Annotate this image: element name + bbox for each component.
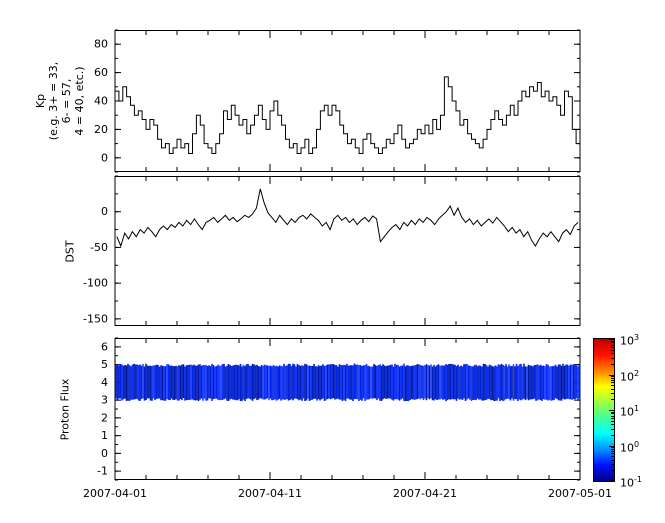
kp-series-line — [115, 76, 580, 154]
colorbar-minor-tick — [611, 393, 614, 395]
colorbar-tick-label: 101 — [620, 404, 640, 419]
y-tick-label: 20 — [94, 123, 108, 136]
colorbar-minor-tick — [611, 415, 614, 417]
y-tick-label: 1 — [101, 429, 108, 442]
colorbar-minor-tick — [611, 459, 614, 461]
colorbar-major-tick — [609, 480, 614, 481]
colorbar-major-tick — [609, 445, 614, 447]
colorbar-minor-tick — [611, 342, 614, 344]
colorbar-minor-tick — [611, 456, 614, 458]
colorbar-minor-tick — [611, 382, 614, 384]
colorbar-minor-tick — [611, 344, 614, 346]
y-tick-label: 6 — [101, 340, 108, 353]
colorbar-minor-tick — [611, 464, 614, 466]
x-axis-ticks — [114, 339, 581, 479]
colorbar-tick-label: 103 — [620, 333, 640, 348]
colorbar-minor-tick — [611, 346, 614, 348]
x-tick-label: 2007-05-01 — [548, 487, 612, 500]
colorbar-tick-label: 102 — [620, 368, 640, 384]
y-tick-label: 0 — [101, 151, 108, 164]
y-tick-label: -100 — [83, 277, 108, 290]
colorbar-tick-label: 100 — [620, 439, 640, 455]
y-tick-label: -150 — [83, 312, 108, 325]
y-tick-label: 4 — [101, 376, 108, 389]
colorbar-minor-tick — [611, 411, 614, 413]
colorbar-minor-tick — [611, 380, 614, 381]
colorbar-minor-tick — [611, 363, 614, 365]
y-axis-ticks: 0 -50 -100 -150 — [83, 175, 580, 325]
y-axis-ticks: -1 0 1 2 3 4 5 6 — [97, 337, 580, 481]
y-axis-ticks: 0 20 40 60 80 — [94, 29, 580, 173]
colorbar-minor-tick — [611, 377, 614, 379]
colorbar-minor-tick — [611, 448, 614, 450]
colorbar-minor-tick — [611, 417, 614, 419]
colorbar-minor-tick — [611, 453, 614, 455]
dst-panel-plot: 0 -50 -100 -150 — [83, 175, 581, 326]
colorbar-minor-tick — [611, 447, 614, 449]
colorbar-minor-tick — [611, 420, 614, 422]
x-axis-ticks — [114, 31, 581, 171]
colorbar-major-tick — [609, 374, 614, 376]
y-tick-label: 40 — [94, 95, 108, 108]
colorbar-minor-tick — [611, 451, 614, 452]
x-tick-label: 2007-04-01 — [83, 487, 147, 500]
colorbar-minor-tick — [611, 434, 614, 436]
flux-colorbar — [593, 338, 615, 482]
y-tick-label: 5 — [101, 358, 108, 371]
colorbar-tick-label: 10-1 — [620, 475, 642, 490]
flux-colorbar-labels: 103 102 101 100 10-1 — [620, 333, 662, 490]
y-tick-label: 0 — [101, 205, 108, 218]
dst-series-line — [116, 188, 579, 248]
y-tick-label: -1 — [97, 465, 108, 478]
kp-panel-plot: 0 20 40 60 80 — [94, 29, 581, 173]
colorbar-minor-tick — [611, 413, 614, 415]
x-tick-label: 2007-04-11 — [238, 487, 302, 500]
colorbar-major-tick — [609, 410, 614, 411]
colorbar-minor-tick — [611, 428, 614, 430]
kp-axis-label-line: Kp — [34, 93, 48, 109]
proton-flux-panel-plot: -1 0 1 2 3 4 5 6 — [97, 337, 581, 481]
x-axis-ticks — [114, 177, 581, 325]
x-tick-label: 2007-04-21 — [393, 487, 457, 500]
colorbar-minor-tick — [611, 388, 614, 390]
colorbar-major-tick — [609, 339, 614, 340]
colorbar-minor-tick — [611, 385, 614, 387]
colorbar-minor-tick — [611, 349, 614, 351]
y-tick-label: 60 — [94, 66, 108, 79]
colorbar-minor-tick — [611, 353, 614, 355]
y-tick-label: 0 — [101, 447, 108, 460]
proton-flux-band — [115, 363, 581, 402]
y-tick-label: 80 — [94, 38, 108, 51]
colorbar-minor-tick — [611, 470, 614, 472]
colorbar-minor-tick — [611, 376, 614, 378]
y-tick-label: -50 — [90, 241, 108, 254]
y-tick-label: 2 — [101, 411, 108, 424]
colorbar-minor-tick — [611, 340, 614, 342]
colorbar-minor-tick — [611, 399, 614, 401]
kp-axis-label-line: (e.g. 3+ = 33, — [47, 61, 61, 141]
colorbar-minor-tick — [611, 424, 614, 426]
colorbar-minor-tick — [611, 357, 614, 359]
y-tick-label: 3 — [101, 394, 108, 407]
